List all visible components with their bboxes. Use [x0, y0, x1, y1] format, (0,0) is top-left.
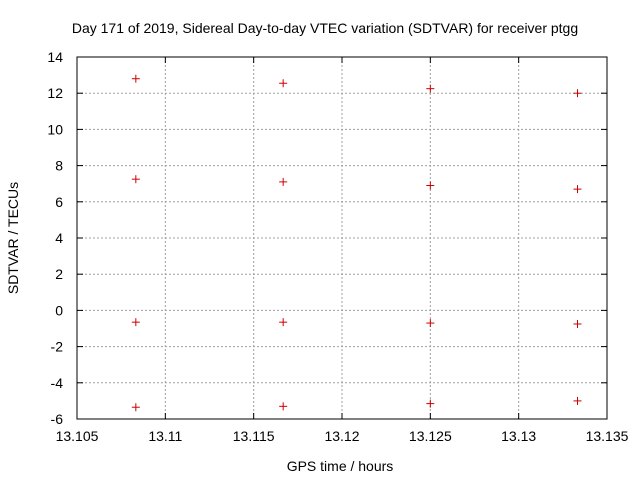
- y-tick-label: 6: [55, 194, 63, 210]
- y-tick-label: 12: [47, 85, 63, 101]
- tick-labels: 13.105 13.11 13.115 13.12 13.125 13.13 13.135 -…: [47, 49, 628, 444]
- plot-frame: [76, 56, 608, 420]
- data-point: [426, 181, 435, 190]
- y-tick-label: -6: [51, 411, 64, 427]
- y-axis-label: SDTVAR / TECUs: [5, 182, 21, 294]
- grid-lines: [77, 57, 607, 419]
- y-tick-label: 10: [47, 121, 63, 137]
- x-tick-label: 13.125: [409, 428, 452, 444]
- x-tick-label: 13.115: [233, 428, 275, 444]
- x-tick-label: 13.12: [324, 428, 359, 444]
- data-point: [573, 396, 582, 405]
- x-axis-label: GPS time / hours: [287, 458, 394, 474]
- x-tick-label: 13.13: [501, 428, 536, 444]
- x-tick-label: 13.105: [56, 428, 99, 444]
- data-point: [426, 319, 435, 328]
- chart-title: Day 171 of 2019, Sidereal Day-to-day VTE…: [72, 20, 578, 36]
- y-tick-label: -4: [51, 375, 64, 391]
- y-tick-label: -2: [51, 339, 64, 355]
- data-point: [279, 177, 288, 186]
- data-point: [573, 319, 582, 328]
- y-tick-label: 4: [55, 230, 63, 246]
- y-tick-label: 14: [47, 49, 63, 65]
- data-point: [131, 318, 140, 327]
- data-point: [573, 89, 582, 98]
- x-tick-label: 13.135: [586, 428, 629, 444]
- data-point: [279, 318, 288, 327]
- y-tick-label: 0: [55, 302, 63, 318]
- y-tick-label: 8: [55, 158, 63, 174]
- data-points: [131, 74, 582, 412]
- x-tick-label: 13.11: [148, 428, 182, 444]
- data-point: [279, 402, 288, 411]
- data-point: [426, 84, 435, 93]
- data-point: [131, 74, 140, 83]
- data-point: [131, 403, 140, 412]
- data-point: [426, 399, 435, 408]
- data-point: [131, 175, 140, 184]
- data-point: [573, 185, 582, 194]
- data-point: [279, 79, 288, 88]
- y-tick-label: 2: [55, 266, 63, 282]
